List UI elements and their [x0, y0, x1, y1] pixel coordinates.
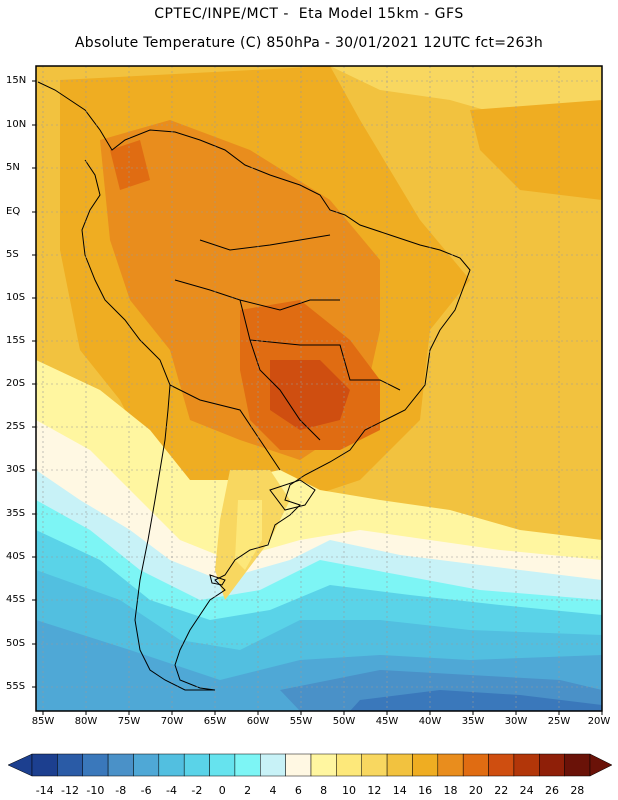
lon-label: 80W: [74, 716, 98, 727]
lat-label: 15N: [6, 75, 27, 86]
colorbar-high-cap: [589, 753, 613, 777]
colorbar-label: 26: [544, 784, 559, 797]
lat-label: 10S: [6, 292, 26, 303]
axis-ticks: [32, 80, 603, 715]
lat-label: 10N: [6, 119, 27, 130]
lon-label: 45W: [375, 716, 399, 727]
lat-label: 5S: [6, 249, 19, 260]
colorbar-label: 6: [294, 784, 302, 797]
lat-label: 50S: [6, 638, 26, 649]
lon-label: 35W: [461, 716, 485, 727]
colorbar-label: 24: [519, 784, 534, 797]
colorbar-swatch: [336, 753, 362, 777]
colorbar-swatch: [462, 753, 489, 777]
colorbar-label: -4: [166, 784, 177, 797]
colorbar-swatch: [158, 753, 185, 777]
colorbar-label: 0: [218, 784, 226, 797]
colorbar-swatch: [412, 753, 439, 777]
colorbar-label: 2: [244, 784, 252, 797]
lon-label: 20W: [587, 716, 611, 727]
lat-label: 40S: [6, 551, 26, 562]
lon-label: 50W: [332, 716, 356, 727]
colorbar-label: 4: [269, 784, 277, 797]
colorbar-swatch: [513, 753, 540, 777]
lat-label: 25S: [6, 421, 26, 432]
colorbar-swatch: [386, 753, 413, 777]
colorbar-label: 14: [392, 784, 407, 797]
lon-label: 70W: [160, 716, 184, 727]
lon-label: 75W: [117, 716, 141, 727]
graticule: [36, 66, 603, 711]
colorbar-swatch: [539, 753, 565, 777]
lon-label: 85W: [31, 716, 55, 727]
colorbar-label: -2: [191, 784, 203, 797]
colorbar-label: -8: [115, 784, 127, 797]
lon-label: 30W: [504, 716, 528, 727]
colorbar-swatch: [31, 753, 58, 777]
map-frame: [35, 65, 603, 712]
lon-label: 40W: [418, 716, 442, 727]
colorbar-label: 28: [570, 784, 585, 797]
colorbar-label: 20: [468, 784, 483, 797]
colorbar-label: 16: [418, 784, 433, 797]
colorbar-swatch: [260, 753, 286, 777]
lat-label: 35S: [6, 508, 26, 519]
lat-label: 45S: [6, 594, 26, 605]
colorbar-swatch: [234, 753, 261, 777]
colorbar: [7, 753, 613, 777]
colorbar-swatch: [361, 753, 388, 777]
colorbar-label: -14: [35, 784, 54, 797]
colorbar-swatch: [133, 753, 160, 777]
colorbar-swatch: [310, 753, 337, 777]
colorbar-swatch: [209, 753, 236, 777]
colorbar-swatch: [82, 753, 109, 777]
colorbar-label: 10: [342, 784, 357, 797]
colorbar-low-cap: [7, 753, 33, 777]
colorbar-swatch: [57, 753, 83, 777]
colorbar-swatch: [107, 753, 134, 777]
colorbar-label: -12: [61, 784, 80, 797]
colorbar-label: 18: [443, 784, 458, 797]
lat-label: 30S: [6, 464, 26, 475]
lat-label: 55S: [6, 681, 26, 692]
colorbar-swatch: [183, 753, 210, 777]
lon-label: 55W: [289, 716, 313, 727]
chart-title-line2: Absolute Temperature (C) 850hPa - 30/01/…: [74, 35, 544, 51]
colorbar-swatch: [488, 753, 515, 777]
colorbar-label: 22: [494, 784, 509, 797]
lon-label: 65W: [203, 716, 227, 727]
colorbar-label: 12: [367, 784, 382, 797]
lon-label: 25W: [547, 716, 571, 727]
lon-label: 60W: [246, 716, 270, 727]
colorbar-label: 8: [320, 784, 328, 797]
lat-label: EQ: [6, 206, 21, 217]
colorbar-swatch: [437, 753, 464, 777]
chart-title-line1: CPTEC/INPE/MCT - Eta Model 15km - GFS: [154, 6, 464, 22]
lat-label: 20S: [6, 378, 26, 389]
colorbar-label: -10: [86, 784, 105, 797]
colorbar-swatch: [285, 753, 312, 777]
temperature-field: [36, 66, 602, 711]
coastline: [37, 81, 471, 691]
colorbar-swatch: [564, 753, 591, 777]
colorbar-label: -6: [140, 784, 152, 797]
lat-label: 5N: [6, 162, 20, 173]
lat-label: 15S: [6, 335, 26, 346]
